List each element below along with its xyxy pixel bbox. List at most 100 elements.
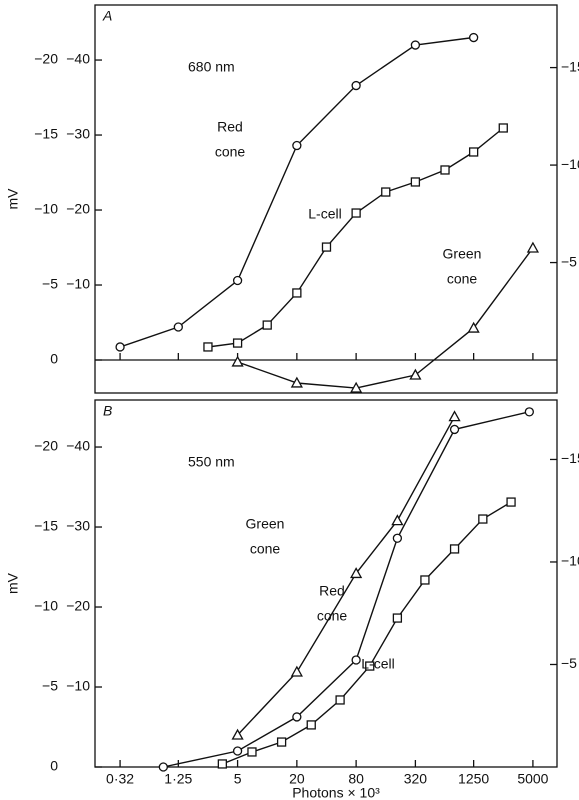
- x-tick-label: 1·25: [164, 771, 192, 787]
- y3-tick-label: −10: [561, 156, 579, 172]
- series-line: [237, 247, 534, 389]
- y-tick-label: −20: [34, 438, 58, 454]
- marker: [448, 410, 461, 422]
- marker: [217, 759, 227, 769]
- y-tick-label: −15: [34, 518, 58, 534]
- marker: [276, 737, 287, 747]
- marker: [468, 147, 479, 157]
- marker: [524, 407, 534, 417]
- marker: [351, 80, 361, 91]
- series-label: L-cell: [361, 656, 394, 672]
- marker: [158, 762, 168, 772]
- y2-tick-label: −10: [66, 678, 90, 694]
- marker: [232, 338, 243, 348]
- panel-label: B: [103, 403, 112, 419]
- x-tick-label: 5: [234, 771, 242, 787]
- series-label: Red: [217, 119, 243, 135]
- y2-tick-label: −20: [66, 201, 90, 217]
- y-tick-label: −10: [34, 598, 58, 614]
- plot-frame: [94, 399, 558, 768]
- marker: [392, 613, 403, 623]
- marker: [392, 533, 403, 543]
- series-label: cone: [447, 271, 478, 287]
- x-tick-label: 1250: [458, 771, 489, 787]
- marker: [262, 320, 272, 330]
- x-tick-label: 320: [404, 771, 428, 787]
- marker: [440, 165, 450, 175]
- x-tick-label: 0·32: [106, 771, 134, 787]
- marker: [232, 275, 243, 286]
- y-tick-label: −10: [34, 201, 58, 217]
- y2-tick-label: −10: [66, 276, 90, 292]
- marker: [203, 342, 213, 352]
- y2-tick-label: −20: [66, 598, 90, 614]
- marker: [350, 567, 363, 579]
- series-label: Green: [246, 516, 285, 532]
- x-axis-label: Photons × 10³: [292, 785, 380, 800]
- marker: [115, 342, 125, 352]
- marker: [231, 728, 244, 740]
- marker: [335, 695, 345, 705]
- y-tick-label: −5: [42, 276, 58, 292]
- marker: [526, 241, 540, 253]
- series-label: cone: [317, 608, 348, 624]
- marker: [351, 208, 361, 218]
- marker: [231, 355, 244, 367]
- y3-tick-label: −5: [561, 253, 577, 269]
- marker: [420, 575, 430, 585]
- marker: [381, 187, 391, 197]
- marker: [410, 40, 421, 50]
- y3-tick-label: −5: [561, 655, 577, 671]
- marker: [292, 140, 302, 151]
- series-label: cone: [250, 541, 281, 557]
- marker: [292, 712, 302, 722]
- marker: [350, 381, 363, 393]
- marker: [506, 497, 516, 507]
- x-tick-label: 20: [289, 771, 305, 787]
- wavelength-label: 550 nm: [188, 454, 235, 470]
- y3-tick-label: −15: [561, 58, 579, 74]
- marker: [365, 661, 375, 671]
- marker: [391, 514, 404, 526]
- marker: [449, 424, 460, 435]
- series-line: [119, 36, 474, 348]
- y-tick-label: −20: [34, 51, 58, 67]
- marker: [173, 322, 183, 332]
- y-tick-label: 0: [50, 758, 58, 774]
- marker: [321, 242, 332, 252]
- x-tick-label: 5000: [517, 771, 548, 787]
- marker: [351, 655, 361, 665]
- series-label: L-cell: [308, 206, 341, 222]
- y-tick-label: −15: [34, 126, 58, 142]
- y2-tick-label: −30: [66, 126, 90, 142]
- marker: [409, 368, 422, 380]
- marker: [478, 514, 488, 524]
- plot-frame: [94, 4, 558, 394]
- marker: [247, 747, 257, 757]
- series-label: Green: [443, 246, 482, 262]
- x-tick-label: 80: [348, 771, 364, 787]
- marker: [290, 376, 303, 388]
- marker: [410, 177, 421, 187]
- y2-tick-label: −30: [66, 518, 90, 534]
- y-tick-label: −5: [42, 678, 58, 694]
- y2-tick-label: −40: [66, 51, 90, 67]
- wavelength-label: 680 nm: [188, 59, 235, 75]
- marker: [449, 544, 460, 554]
- marker: [290, 665, 303, 677]
- y2-tick-label: −40: [66, 438, 90, 454]
- series-label: Red: [319, 583, 345, 599]
- y-tick-label: 0: [50, 351, 58, 367]
- marker: [468, 32, 479, 43]
- y-axis-label: mV: [5, 188, 21, 210]
- marker: [292, 288, 302, 298]
- y3-tick-label: −10: [561, 553, 579, 569]
- series-label: cone: [215, 144, 246, 160]
- series-line: [207, 127, 504, 348]
- marker: [232, 746, 243, 756]
- panel-label: A: [102, 8, 112, 24]
- marker: [467, 321, 480, 333]
- y-axis-label: mV: [5, 572, 21, 594]
- y3-tick-label: −15: [561, 450, 579, 466]
